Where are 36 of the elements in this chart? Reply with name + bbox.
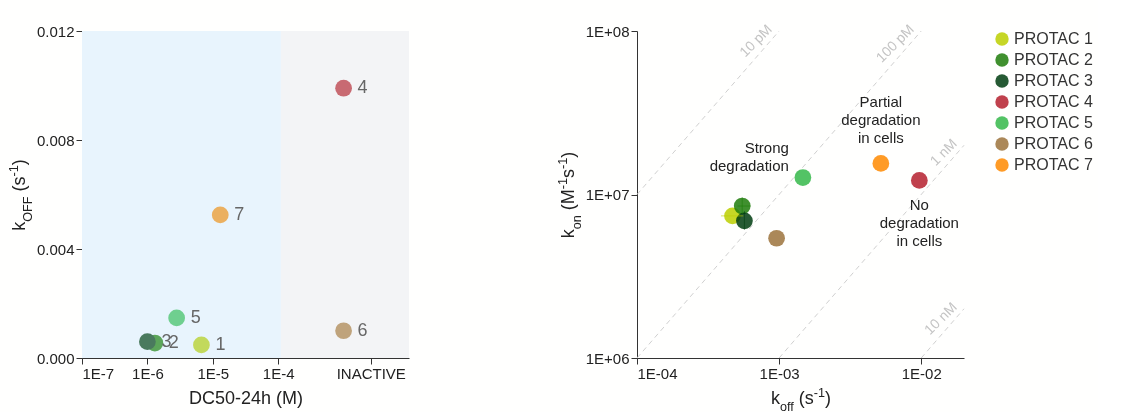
x-tick-label: 1E-03 <box>759 364 800 382</box>
x-tick-label: INACTIVE <box>336 364 406 382</box>
annotation: No degradation in cells <box>879 196 959 250</box>
text: 10 nM <box>920 298 960 338</box>
series-label: 4 <box>357 77 368 98</box>
y-tick-label: 1E+06 <box>585 349 630 367</box>
y-tick-label: 0.004 <box>36 240 75 258</box>
y-tick-label: 1E+07 <box>585 186 630 203</box>
y-tick-label: 0.012 <box>36 22 75 40</box>
text: 100 pM <box>872 21 917 66</box>
x-tick-label: 1E-02 <box>901 364 942 382</box>
legend-label: PROTAC 1 <box>1014 30 1093 47</box>
series-label: 5 <box>190 306 201 327</box>
legend-label: PROTAC 2 <box>1014 51 1093 68</box>
legend-label: PROTAC 3 <box>1014 72 1093 89</box>
x-axis-title: DC50-24h (M) <box>188 387 304 408</box>
x-tick-label: 1E-04 <box>637 364 678 382</box>
x-tick-label: 1E-6 <box>132 364 164 382</box>
legend-label: PROTAC 7 <box>1014 156 1093 173</box>
x-tick-label: 1E-4 <box>262 364 295 382</box>
x-tick-label: 1E-7 <box>82 364 115 382</box>
legend-label: PROTAC 5 <box>1014 114 1093 131</box>
annotation: Partial degradation in cells <box>841 93 921 147</box>
y-tick-label: 0.000 <box>36 349 75 367</box>
series-label: 7 <box>234 203 245 224</box>
text: 10 pM <box>736 21 775 60</box>
x-tick-label: 1E-5 <box>197 364 230 382</box>
series-label: 6 <box>357 319 368 340</box>
legend-label: PROTAC 6 <box>1014 135 1093 152</box>
legend-label: PROTAC 4 <box>1014 93 1093 110</box>
text: 1 nM <box>926 135 960 169</box>
y-tick-label: 1E+08 <box>585 22 630 40</box>
x-axis-title: k$_{off}$ (s$^{-1}$) <box>771 385 831 414</box>
y-tick-label: 0.008 <box>36 131 75 149</box>
series-label: 1 <box>215 333 226 354</box>
annotation: Strong degradation <box>709 138 789 174</box>
